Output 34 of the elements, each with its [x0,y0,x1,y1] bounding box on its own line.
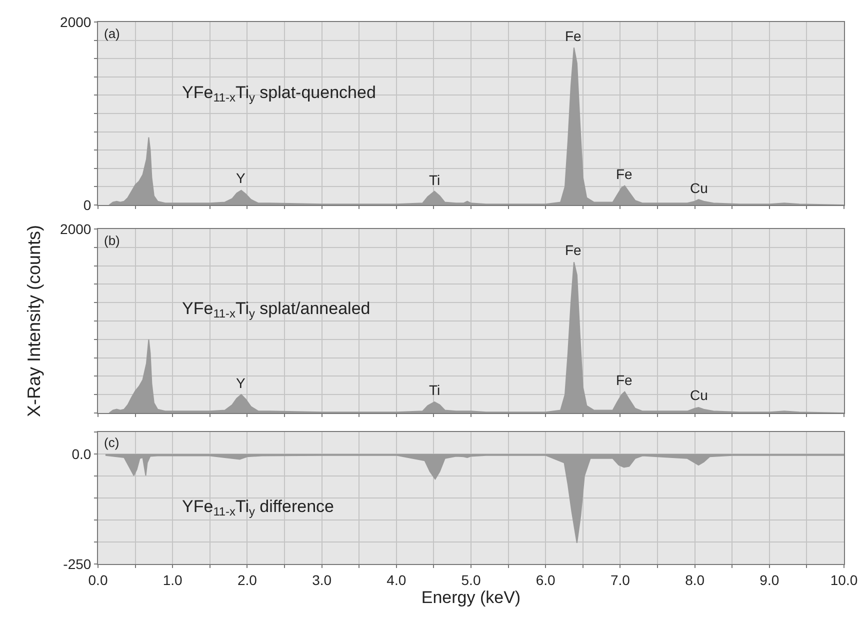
x-axis-title: Energy (keV) [421,588,521,608]
y-tick-label: 2000 [60,220,92,237]
annotation: (a) [104,26,120,41]
x-tick-label: 1.0 [162,572,183,588]
annotation: YFe$_{11-x}$Ti$_{y}$ difference [182,497,334,519]
annotation: (b) [104,233,120,248]
x-tick-label: 8.0 [685,572,705,588]
x-tick-label: 7.0 [610,572,630,588]
annotation: Ti [429,172,440,188]
x-tick-label: 3.0 [312,572,332,588]
annotation: Ti [429,382,440,398]
y-tick-label: 2000 [60,14,92,30]
annotation: (c) [104,435,120,450]
annotation: YFe$_{11-x}$Ti$_{y}$ splat-quenched [182,83,376,105]
x-tick-label: 9.0 [760,572,780,588]
y-tick-label: 0.0 [72,446,92,462]
annotation: Fe [565,28,582,44]
x-tick-label: 2.0 [237,572,258,588]
annotation: Fe [565,242,582,258]
annotation: Cu [690,180,708,196]
annotation: Y [236,170,246,186]
x-tick-label: 4.0 [386,572,406,588]
x-tick-label: 0.0 [88,572,108,588]
annotation: YFe$_{11-x}$Ti$_{y}$ splat/annealed [182,299,370,321]
x-tick-label: 5.0 [461,572,481,588]
y-tick-label: 0 [83,196,92,213]
annotation: Fe [616,372,633,388]
y-axis-title: X-Ray Intensity (counts) [24,224,44,418]
y-tick-label: -250 [63,556,92,572]
annotation: Cu [690,387,708,403]
annotation: Y [236,375,246,391]
annotation: Fe [616,166,633,182]
x-tick-label: 10.0 [830,572,858,588]
x-tick-label: 6.0 [536,572,556,588]
